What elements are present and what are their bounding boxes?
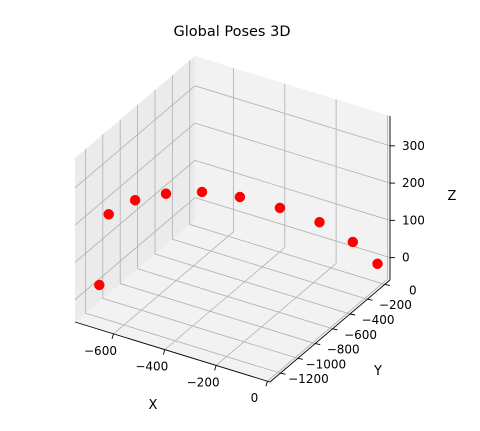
z-tick-label: 100 (402, 213, 425, 227)
data-point (274, 202, 286, 214)
x-tick-label: −600 (84, 344, 117, 358)
z-gridline (194, 85, 391, 147)
y-tick-mark (332, 328, 338, 331)
x-gridline (113, 231, 234, 335)
data-point (234, 191, 246, 203)
x-gridline (164, 247, 286, 350)
x-tick-mark (162, 349, 166, 355)
y-tick-mark (349, 313, 356, 316)
y-axis-label: Y (373, 364, 382, 379)
y-gridline (102, 297, 298, 359)
floor-pane (75, 220, 390, 382)
axis-lines (74, 116, 391, 383)
grid-lines (74, 60, 391, 382)
x-axis-label: X (149, 398, 158, 413)
x-tick-label: −200 (187, 375, 220, 389)
z-gridline (74, 160, 196, 263)
data-point (160, 188, 172, 199)
x-gridline (215, 263, 337, 366)
y-gridline (172, 238, 368, 300)
z-tick-label: 300 (402, 139, 425, 153)
x-tick-mark (111, 333, 114, 339)
x-tick-mark (265, 381, 268, 387)
z-gridline (194, 197, 391, 259)
back-pane (195, 56, 390, 280)
data-point (196, 186, 208, 198)
y-tick-mark (280, 372, 286, 375)
chart-title: Global Poses 3D (174, 24, 291, 40)
x-tick-label: −400 (135, 360, 168, 374)
axis-panes (75, 56, 390, 382)
y-gridline (189, 224, 385, 285)
z-gridline (74, 85, 196, 189)
data-point (94, 279, 105, 291)
data-point (347, 236, 359, 248)
y-tick-mark (367, 298, 373, 301)
y-gridline (120, 283, 316, 344)
y-tick-mark (384, 283, 390, 286)
y-tick-label: −1200 (288, 372, 329, 386)
y-tick-label: 0 (409, 283, 417, 297)
x-tick-label: 0 (251, 391, 259, 405)
z-gridline (194, 122, 391, 184)
x-tick-mark (214, 365, 217, 371)
z-tick-label: 200 (402, 176, 425, 190)
data-point (103, 209, 114, 220)
data-point (314, 216, 325, 228)
tick-marks (111, 145, 395, 387)
y-tick-label: −1000 (306, 357, 347, 371)
z-gridline (74, 122, 196, 226)
z-gridline (194, 159, 391, 221)
y-gridline (85, 312, 281, 374)
z-tick-label: 0 (402, 251, 410, 265)
y-gridline (137, 268, 333, 330)
y-gridline (154, 253, 351, 315)
data-point (372, 258, 383, 270)
y-tick-mark (315, 343, 321, 346)
z-axis-label: Z (448, 189, 457, 204)
y-tick-label: −200 (379, 298, 412, 312)
y-tick-label: −400 (362, 313, 395, 327)
x-gridline (267, 278, 388, 382)
x-axis-line (74, 321, 271, 383)
y-tick-label: −600 (344, 328, 377, 342)
y-axis-line (269, 279, 391, 383)
scatter-points (94, 186, 383, 291)
data-point (129, 194, 141, 206)
y-tick-label: −800 (327, 343, 360, 357)
y-tick-mark (297, 357, 303, 360)
left-pane (75, 56, 195, 322)
